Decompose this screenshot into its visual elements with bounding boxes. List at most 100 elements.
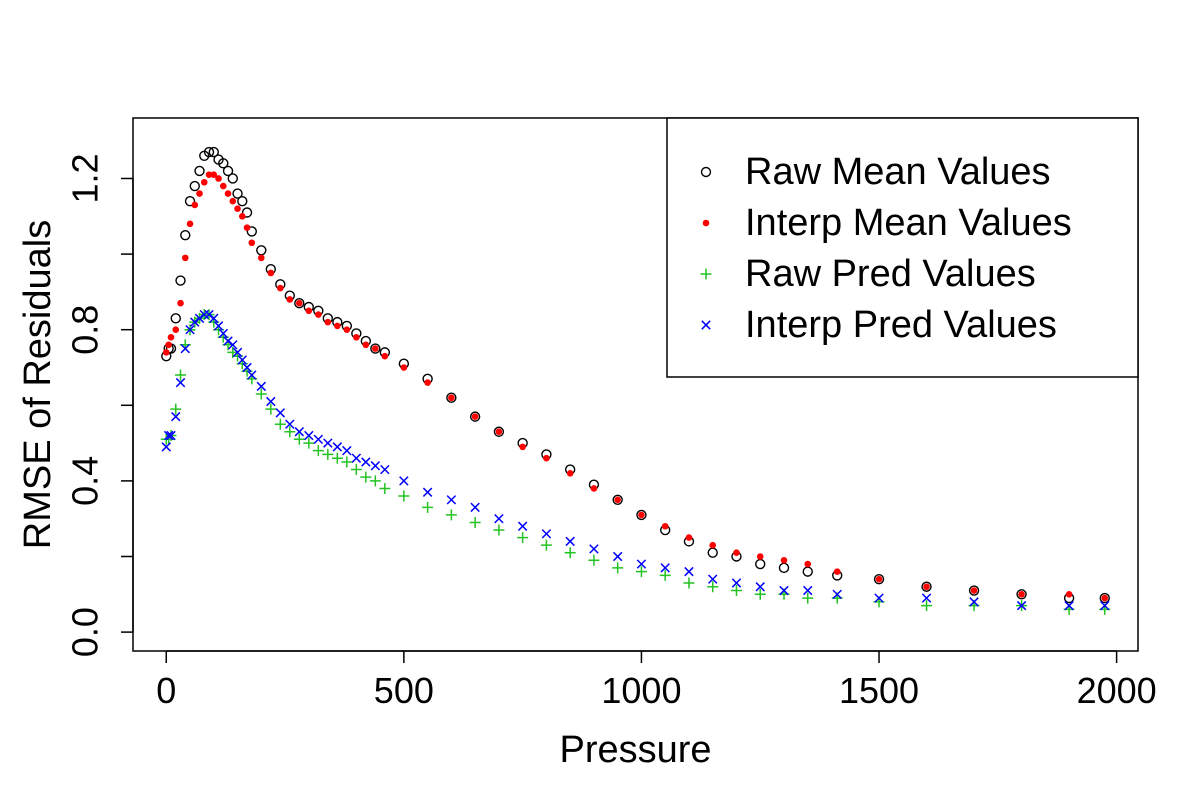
data-point [381, 352, 389, 360]
data-point [802, 592, 814, 604]
data-point [237, 195, 248, 207]
x-tick-label: 500 [374, 670, 434, 711]
data-point [517, 521, 528, 531]
data-point [445, 509, 457, 521]
data-point [731, 578, 742, 588]
data-point [196, 190, 203, 197]
data-point [659, 569, 671, 581]
data-point [313, 434, 324, 445]
data-point [540, 539, 552, 551]
data-point [189, 180, 200, 192]
data-points [160, 146, 1111, 615]
data-point [833, 568, 841, 575]
data-point [379, 482, 391, 494]
data-point [312, 445, 324, 457]
data-point [493, 426, 505, 437]
data-point [361, 457, 371, 467]
data-point [832, 589, 842, 600]
legend-box [666, 117, 1139, 378]
data-point [180, 343, 190, 354]
data-point [564, 547, 576, 559]
data-point [755, 582, 765, 592]
y-tick-label: 0.4 [65, 456, 106, 506]
legend-label: Interp Mean Values [745, 202, 1072, 244]
data-point [707, 581, 719, 593]
x-tick-label: 2000 [1077, 670, 1157, 711]
data-point [227, 173, 238, 184]
data-point [362, 341, 370, 349]
data-point [709, 541, 717, 549]
data-point [170, 403, 182, 415]
data-point [208, 146, 219, 158]
data-point [205, 171, 213, 179]
data-point [448, 394, 455, 402]
data-point [248, 239, 256, 247]
data-point [256, 381, 267, 392]
data-point [353, 333, 360, 341]
x-tick-label: 0 [156, 670, 176, 711]
data-point [165, 341, 172, 349]
data-point [733, 549, 740, 557]
legend-marker [702, 219, 710, 227]
data-point [294, 298, 305, 309]
data-point [370, 343, 381, 354]
data-point [331, 452, 343, 464]
data-point [305, 307, 313, 315]
data-point [243, 224, 251, 231]
data-point [266, 396, 276, 407]
data-point [324, 318, 332, 326]
data-point [186, 220, 194, 228]
data-point [370, 461, 381, 471]
data-point [380, 464, 390, 475]
data-point [921, 593, 932, 603]
data-point [638, 511, 645, 519]
data-point [277, 284, 284, 292]
data-point [224, 190, 232, 197]
data-point [804, 560, 812, 568]
data-point [210, 171, 218, 179]
y-tick-label: 0.8 [65, 305, 106, 355]
data-point [167, 333, 175, 341]
data-point [315, 311, 322, 318]
x-tick-label: 1000 [601, 670, 681, 711]
data-point [470, 502, 480, 513]
legend-entry: Interp Mean Values [702, 202, 1072, 244]
data-point [304, 430, 314, 441]
x-axis: 0 500 1000 1500 2000 [156, 650, 1157, 711]
data-point [1065, 590, 1073, 598]
data-point [219, 182, 227, 190]
data-point [803, 585, 813, 596]
data-point [730, 585, 742, 597]
data-point [232, 347, 243, 358]
y-tick-label: 1.2 [65, 153, 106, 203]
legend-marker [701, 320, 711, 330]
data-point [968, 585, 980, 596]
data-point [180, 229, 191, 241]
data-point [175, 377, 186, 388]
series-interp-mean-values [162, 171, 1109, 602]
data-point [372, 345, 379, 352]
data-point [175, 275, 186, 286]
data-point [921, 581, 932, 592]
data-point [351, 453, 362, 463]
data-point [163, 430, 174, 441]
y-axis: 0.0 0.4 0.8 1.2 [65, 153, 134, 657]
data-point [229, 197, 237, 205]
data-point [369, 475, 381, 487]
x-axis-label: Pressure [559, 729, 711, 771]
legend-label: Raw Pred Values [745, 253, 1036, 295]
data-point [614, 496, 621, 504]
data-point [588, 554, 600, 566]
data-point [921, 600, 933, 612]
data-point [874, 593, 884, 603]
data-point [303, 437, 315, 449]
data-point [293, 433, 305, 445]
data-point [323, 438, 333, 448]
data-point [635, 566, 647, 578]
data-point [170, 313, 181, 324]
data-point [612, 562, 624, 574]
data-point [636, 559, 647, 569]
data-point [177, 299, 184, 307]
data-point [161, 442, 171, 452]
data-point [661, 522, 669, 530]
